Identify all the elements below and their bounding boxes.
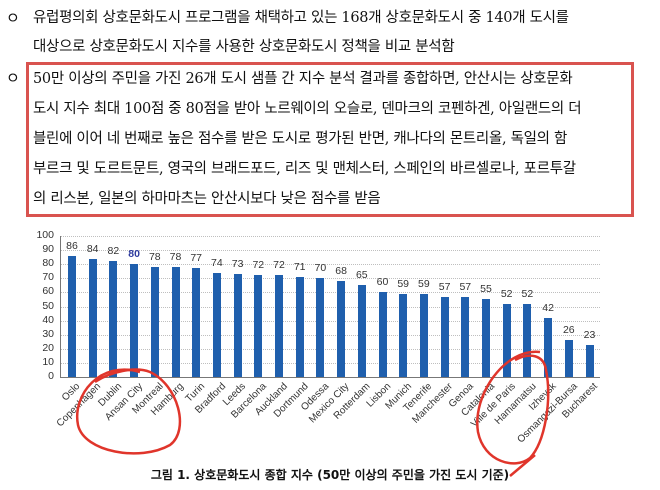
value-label: 52: [521, 287, 534, 300]
value-label: 77: [190, 252, 203, 265]
value-label: 23: [583, 328, 596, 341]
bullet-marker: ㅇ: [6, 69, 20, 87]
value-label: 73: [231, 258, 244, 271]
y-tick-label: 20: [42, 341, 54, 354]
y-tick-label: 80: [42, 257, 54, 270]
value-label: 82: [107, 245, 120, 258]
bar: [337, 281, 346, 377]
annotation-circle-right: [476, 350, 550, 477]
gridline: [60, 278, 600, 280]
paragraph2-line-2: 도시 지수 최대 100점 중 80점을 받아 노르웨이의 오슬로, 덴마크의 …: [33, 101, 582, 117]
bar: [544, 317, 553, 377]
value-label: 84: [86, 242, 99, 255]
value-label: 60: [376, 276, 389, 289]
bar: [88, 258, 97, 377]
y-tick-label: 10: [42, 355, 54, 368]
value-label: 57: [438, 280, 451, 293]
value-label: 26: [562, 324, 575, 337]
gridline: [60, 264, 600, 266]
bar: [316, 278, 325, 377]
bar: [192, 268, 201, 377]
bar: [523, 303, 532, 377]
annotation-circle-left: [75, 368, 182, 455]
bar: [150, 267, 159, 377]
bar: [564, 340, 573, 377]
value-label: 71: [293, 260, 306, 273]
bar: [171, 267, 180, 377]
highlight-box: [26, 62, 634, 217]
gridline: [60, 377, 600, 378]
value-label: 74: [211, 256, 223, 269]
gridline: [60, 348, 600, 350]
bar: [419, 293, 428, 377]
bar: [233, 274, 242, 377]
value-label: 86: [66, 239, 78, 252]
value-label: 59: [418, 277, 430, 290]
value-label: 78: [169, 251, 182, 264]
value-label: 70: [314, 262, 327, 275]
gridline: [60, 362, 600, 364]
bar: [585, 344, 594, 377]
y-tick-label: 40: [42, 313, 54, 326]
bar: [254, 275, 263, 377]
y-axis: [60, 236, 61, 377]
gridline: [60, 236, 600, 237]
paragraph2-line-3: 블린에 이어 네 번째로 높은 점수를 받은 도시로 평가된 반면, 캐나다의 …: [33, 131, 568, 147]
gridline: [60, 320, 600, 322]
bar: [275, 275, 283, 377]
gridline: [60, 292, 600, 294]
y-tick-label: 30: [42, 327, 54, 340]
bar: [130, 264, 139, 377]
gridline: [60, 334, 600, 336]
value-label: 72: [273, 259, 285, 272]
bar: [482, 299, 490, 377]
bar: [212, 272, 221, 377]
value-label: 68: [335, 265, 347, 278]
y-tick-label: 0: [48, 370, 54, 382]
paragraph1-line-1: 유럽평의회 상호문화도시 프로그램을 채택하고 있는 168개 상호문화도시 중…: [33, 10, 569, 26]
value-label: 55: [480, 283, 492, 296]
bullet-marker: ㅇ: [6, 9, 20, 27]
bar: [68, 255, 76, 377]
value-label: 57: [459, 280, 472, 293]
y-tick-label: 90: [42, 243, 54, 256]
value-label: 72: [252, 259, 265, 272]
paragraph1-line-2: 대상으로 상호문화도시 지수를 사용한 상호문화도시 정책을 비교 분석함: [33, 39, 455, 55]
value-label: 78: [148, 251, 161, 264]
bar: [461, 296, 470, 377]
value-label: 59: [397, 277, 410, 290]
figure-caption: 그림 1. 상호문화도시 종합 지수 (50만 이상의 주민을 가진 도시 기준…: [150, 468, 510, 482]
bar-chart: 0 10 20 30 40 50 60 70 80 90 100 86 Oslo 84 Copenhagen…: [0, 225, 660, 460]
value-label: 42: [542, 301, 554, 314]
value-label: 80: [128, 248, 140, 261]
value-label: 65: [355, 269, 368, 282]
gridline: [60, 306, 600, 308]
bar: [378, 292, 387, 377]
value-label: 52: [500, 287, 513, 300]
gridline: [60, 250, 600, 252]
paragraph2-line-5: 의 리스본, 일본의 하마마츠는 안산시보다 낮은 점수를 받음: [33, 191, 381, 207]
bar: [109, 261, 118, 377]
bar: [357, 285, 366, 377]
bar: [440, 296, 449, 377]
y-tick-label: 70: [42, 271, 54, 284]
y-tick-label: 60: [42, 285, 54, 298]
y-tick-label: 50: [42, 299, 54, 312]
bar: [399, 293, 408, 377]
paragraph2-line-4: 부르크 및 도르트문트, 영국의 브래드포드, 리즈 및 맨체스터, 스페인의 …: [33, 161, 576, 177]
bar: [502, 303, 511, 377]
y-tick-label: 100: [36, 229, 54, 241]
bar: [295, 276, 304, 377]
paragraph2-line-1: 50만 이상의 주민을 가진 26개 도시 샘플 간 지수 분석 결과를 종합하…: [33, 71, 573, 87]
